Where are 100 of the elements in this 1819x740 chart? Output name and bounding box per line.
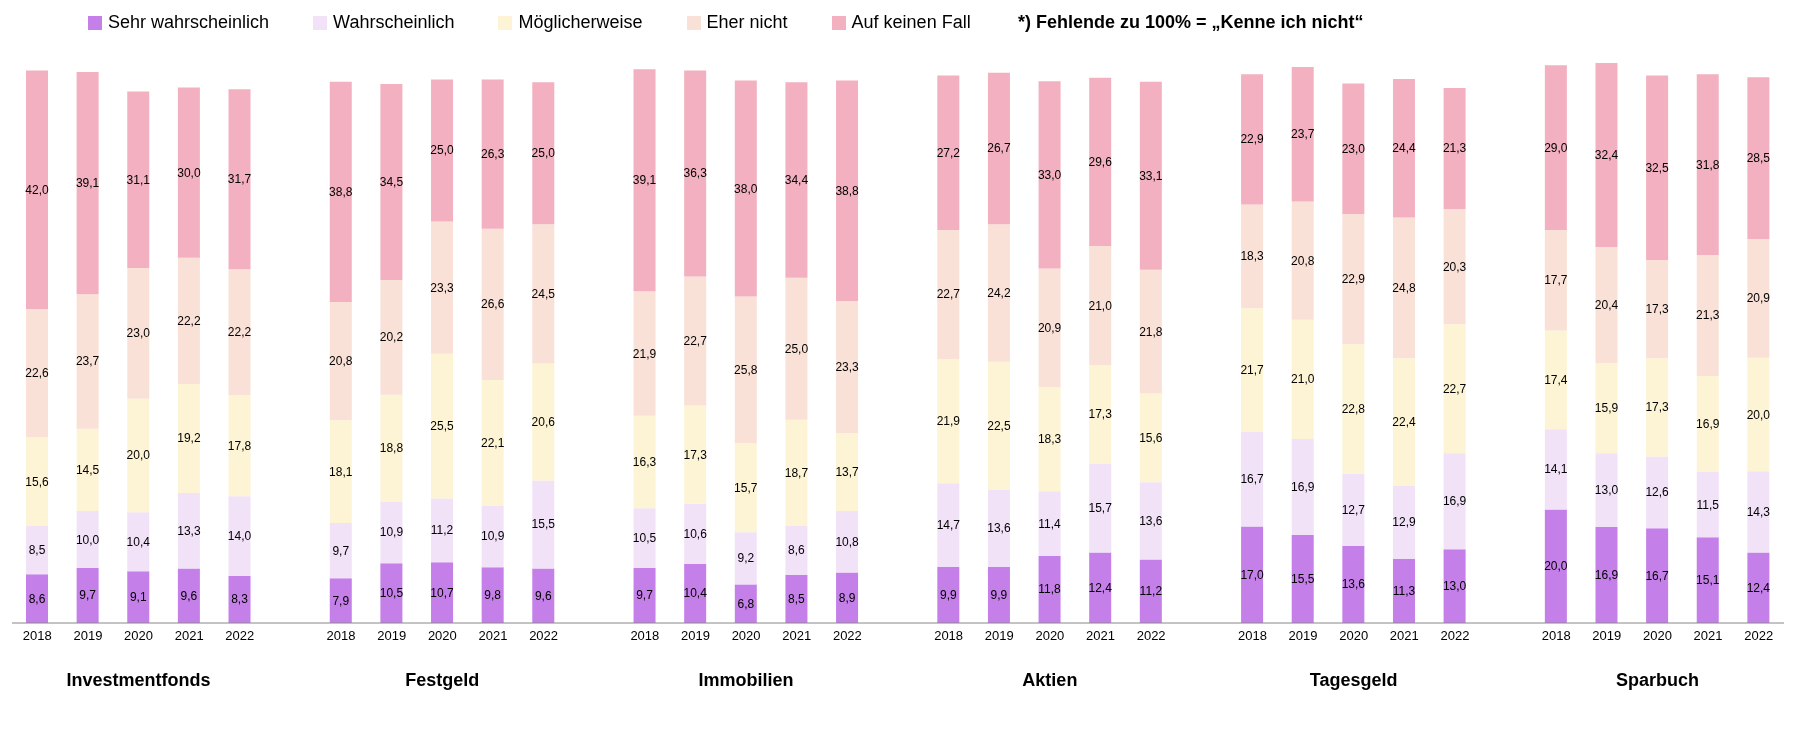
text: Aktien <box>1021 670 1079 691</box>
data-label: 9,6 <box>180 588 198 603</box>
x-tick-label: 2019 <box>1592 628 1622 644</box>
data-label: 30,0 <box>177 165 201 180</box>
bar <box>127 268 150 399</box>
data-label: 20,9 <box>1037 320 1062 335</box>
data-label: 15,7 <box>734 480 758 495</box>
legend-label: Möglicherweise <box>518 12 643 33</box>
bar <box>532 224 555 364</box>
bar <box>1595 362 1618 454</box>
data-label: 16,9 <box>1291 479 1315 494</box>
x-tick-label: 2022 <box>1744 628 1774 644</box>
data-label: 8,6 <box>788 543 806 558</box>
bar <box>633 508 656 568</box>
x-tick-label: 2018 <box>934 628 964 644</box>
bar <box>1089 552 1112 623</box>
x-tick-label: 2019 <box>73 628 103 644</box>
data-label: 20,4 <box>1594 297 1619 312</box>
data-label: 18,7 <box>784 465 809 480</box>
data-label: 39,1 <box>75 176 100 191</box>
data-label: 9,8 <box>484 588 502 603</box>
text: Immobilien <box>697 670 795 691</box>
bar <box>481 228 504 380</box>
bar <box>127 571 150 623</box>
data-label: 20,0 <box>1544 559 1568 574</box>
bar <box>937 358 960 484</box>
data-label: 26,3 <box>480 147 505 162</box>
data-label: 9,1 <box>129 590 147 605</box>
x-tick-label: 2022 <box>1440 628 1470 644</box>
bar <box>26 437 48 526</box>
data-label: 36,3 <box>683 166 708 181</box>
data-label: 22,2 <box>177 313 201 328</box>
bar <box>380 394 403 502</box>
data-label: 25,0 <box>531 146 556 161</box>
data-label: 34,5 <box>379 174 404 189</box>
data-label: 17,3 <box>1645 400 1670 415</box>
bar <box>836 300 859 434</box>
bar <box>1392 558 1415 623</box>
bar <box>1342 214 1365 345</box>
bar <box>431 221 454 354</box>
bar <box>228 496 251 576</box>
bar <box>987 224 1010 362</box>
data-label: 26,6 <box>480 297 505 312</box>
data-label: 13,0 <box>1594 483 1619 498</box>
x-tick-label: 2021 <box>782 628 812 644</box>
bar <box>1595 453 1618 528</box>
data-label: 15,7 <box>1088 500 1113 515</box>
data-label: 24,4 <box>1392 141 1416 156</box>
bar <box>1747 239 1770 358</box>
bar <box>633 567 656 623</box>
bar <box>1241 431 1264 527</box>
data-label: 21,9 <box>632 346 657 361</box>
bar <box>1089 245 1112 366</box>
data-label: 10,0 <box>75 532 100 547</box>
x-tick-label: 2019 <box>1288 628 1318 644</box>
bar <box>987 566 1010 623</box>
data-label: 11,4 <box>1038 516 1062 531</box>
data-label: 11,5 <box>1696 497 1720 512</box>
data-label: 19,2 <box>177 431 201 446</box>
data-label: 6,8 <box>737 596 755 611</box>
bar <box>1241 526 1264 623</box>
data-label: 31,7 <box>227 172 252 187</box>
bar <box>177 87 200 258</box>
bar <box>1038 491 1061 556</box>
bar <box>1139 393 1162 483</box>
data-label: 22,5 <box>987 418 1011 433</box>
bar <box>1696 471 1719 538</box>
data-label: 18,3 <box>1037 432 1062 447</box>
data-label: 22,8 <box>1341 401 1366 416</box>
data-label: 11,3 <box>1392 583 1416 598</box>
data-label: 21,0 <box>1291 372 1315 387</box>
data-label: 21,7 <box>1240 362 1265 377</box>
data-label: 21,8 <box>1139 324 1163 339</box>
data-label: 10,4 <box>683 586 708 601</box>
data-label: 33,1 <box>1139 168 1163 183</box>
x-tick-label: 2022 <box>529 628 559 644</box>
bar <box>1747 77 1770 240</box>
bar <box>734 442 757 533</box>
data-label: 22,7 <box>936 287 961 302</box>
x-tick-label: 2020 <box>427 628 457 644</box>
bar <box>1291 66 1314 202</box>
data-label: 25,5 <box>430 419 455 434</box>
data-label: 10,4 <box>126 534 151 549</box>
bar <box>532 363 555 481</box>
bar <box>1241 204 1264 309</box>
bar <box>633 291 656 416</box>
data-label: 25,8 <box>734 362 758 377</box>
bar <box>76 428 99 512</box>
bar <box>26 70 48 309</box>
data-label: 22,9 <box>1341 272 1366 287</box>
bar <box>1646 456 1669 529</box>
data-label: 12,4 <box>1746 580 1771 595</box>
data-label: 14,5 <box>75 462 100 477</box>
bar <box>532 568 555 623</box>
data-label: 23,0 <box>126 326 151 341</box>
bar <box>431 562 454 623</box>
data-label: 24,2 <box>987 286 1011 301</box>
data-label: 10,8 <box>835 534 860 549</box>
bar <box>1291 201 1314 320</box>
data-label: 17,3 <box>1645 302 1670 317</box>
